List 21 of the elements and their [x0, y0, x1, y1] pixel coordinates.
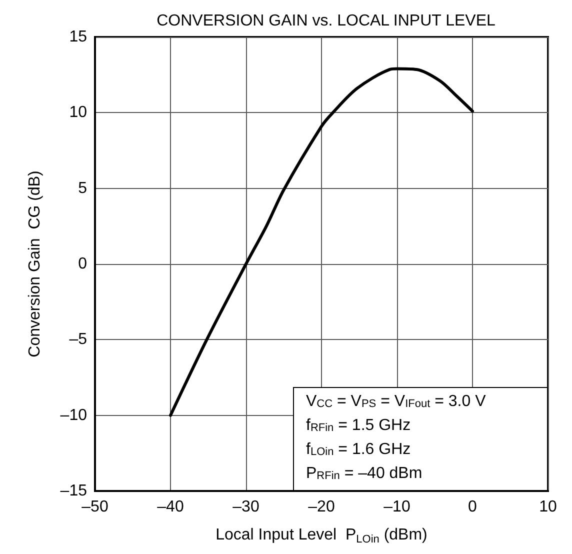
x-tick-label: –10: [384, 498, 410, 516]
annotation: f$_{LOin}$ = 1.6 GHz: [306, 440, 412, 460]
line-series: [169, 67, 474, 417]
y-tick-label: 10: [69, 104, 88, 122]
x-tick-label: –40: [157, 498, 184, 516]
chart-title: CONVERSION GAIN vs. LOCAL INPUT LEVEL: [156, 12, 496, 30]
y-tick-label: 0: [78, 256, 88, 272]
annotation: P$_{RFin}$ = –40 dBm: [306, 464, 424, 484]
y-tick-label: –5: [69, 331, 88, 348]
y-tick-label: 15: [69, 28, 88, 46]
annotation: f$_{RFin}$ = 1.5 GHz: [306, 416, 412, 436]
x-tick-label: –30: [232, 498, 260, 516]
x-tick-label: 0: [468, 498, 478, 516]
y-tick-label: 5: [78, 180, 88, 197]
annotation: V$_{CC}$ = V$_{PS}$ = V$_{IFout}$ = 3.0 V: [306, 392, 487, 412]
x-tick-label: 10: [539, 498, 557, 516]
y-tick-label: –15: [60, 482, 88, 500]
y-axis-title: Conversion Gain CG (dB): [26, 170, 44, 358]
x-tick-label: –50: [82, 498, 108, 516]
x-tick-label: –20: [308, 498, 335, 516]
y-tick-label: –10: [60, 406, 88, 424]
